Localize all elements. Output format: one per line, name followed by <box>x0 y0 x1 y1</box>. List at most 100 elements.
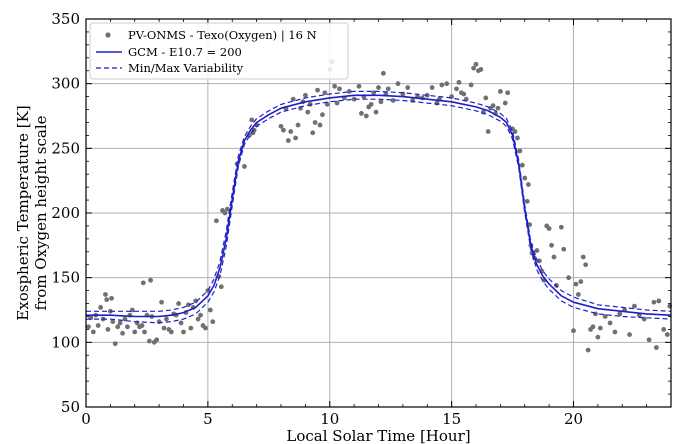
scatter-point-63 <box>242 164 247 169</box>
scatter-point-87 <box>322 90 328 96</box>
x-tick-label-5: 5 <box>203 410 213 428</box>
scatter-point-163 <box>551 254 557 260</box>
scatter-point-180 <box>602 314 608 319</box>
scatter-point-36 <box>164 316 169 322</box>
scatter-point-79 <box>302 92 308 98</box>
scatter-point-4 <box>95 323 101 328</box>
y-axis-label-line2: from Oxygen height scale <box>32 115 50 310</box>
scatter-point-149 <box>522 175 528 181</box>
y-tick-label-50: 50 <box>61 398 80 416</box>
scatter-point-127 <box>461 91 467 97</box>
scatter-point-11 <box>109 295 114 301</box>
scatter-point-122 <box>444 81 450 87</box>
scatter-point-150 <box>524 198 530 204</box>
scatter-point-102 <box>368 101 374 107</box>
scatter-point-50 <box>198 312 203 318</box>
y-tick-label-200: 200 <box>51 204 80 222</box>
scatter-point-171 <box>578 279 584 284</box>
scatter-point-178 <box>595 334 601 340</box>
scatter-point-7 <box>103 292 108 297</box>
scatter-point-55 <box>210 319 216 325</box>
scatter-point-49 <box>195 316 201 322</box>
scatter-point-74 <box>290 96 296 102</box>
y-tick-label-100: 100 <box>51 333 80 351</box>
scatter-point-152 <box>527 222 533 228</box>
scatter-point-46 <box>188 325 194 331</box>
scatter-point-169 <box>573 281 579 287</box>
y-tick-label-350: 350 <box>51 10 80 28</box>
scatter-point-84 <box>315 87 320 93</box>
scatter-point-32 <box>154 337 160 343</box>
scatter-point-15 <box>117 320 123 326</box>
scatter-point-107 <box>380 70 386 76</box>
scatter-point-65 <box>249 117 255 123</box>
min-variability-line <box>86 98 672 324</box>
scatter-point-80 <box>305 109 311 115</box>
scatter-point-193 <box>661 327 667 332</box>
scatter-point-129 <box>468 82 474 88</box>
x-axis-label: Local Solar Time [Hour] <box>286 427 470 444</box>
scatter-point-24 <box>139 323 145 328</box>
scatter-point-182 <box>612 329 618 335</box>
scatter-point-191 <box>653 345 659 350</box>
scatter-point-8 <box>104 297 110 303</box>
scatter-point-166 <box>561 246 567 252</box>
scatter-point-135 <box>483 95 489 101</box>
y-tick-label-150: 150 <box>51 269 80 287</box>
scatter-point-100 <box>363 113 369 119</box>
scatter-point-138 <box>490 103 496 109</box>
scatter-point-97 <box>356 83 362 89</box>
scatter-point-186 <box>632 303 637 309</box>
scatter-point-172 <box>580 254 586 260</box>
scatter-point-28 <box>146 338 152 344</box>
scatter-point-131 <box>473 61 479 67</box>
legend-scatter-marker <box>105 32 111 38</box>
y-axis-label-line1: Exospheric Temperature [K] <box>14 105 32 320</box>
scatter-point-190 <box>651 299 657 305</box>
scatter-point-14 <box>115 324 121 330</box>
scatter-point-73 <box>288 129 294 134</box>
x-tick-label-20: 20 <box>564 410 583 428</box>
legend-entry-gcm: GCM - E10.7 = 200 <box>128 45 242 59</box>
legend-entry-scatter: PV-ONMS - Texo(Oxygen) | 16 N <box>128 28 317 43</box>
scatter-point-156 <box>534 248 540 253</box>
scatter-point-38 <box>168 329 174 335</box>
scatter-point-147 <box>517 148 523 154</box>
scatter-point-5 <box>98 305 104 310</box>
scatter-series <box>86 59 673 353</box>
scatter-point-173 <box>583 262 589 268</box>
scatter-point-82 <box>310 130 316 136</box>
scatter-point-85 <box>317 122 323 128</box>
scatter-point-86 <box>320 112 325 118</box>
scatter-point-105 <box>376 85 381 90</box>
scatter-point-92 <box>334 100 340 106</box>
scatter-point-161 <box>546 226 552 231</box>
scatter-point-133 <box>478 67 484 72</box>
scatter-point-165 <box>558 224 564 230</box>
scatter-point-151 <box>526 182 531 187</box>
plot-area <box>86 59 673 353</box>
grid <box>86 19 671 407</box>
scatter-point-181 <box>607 320 613 326</box>
scatter-point-179 <box>597 325 603 331</box>
legend-entry-variability: Min/Max Variability <box>128 61 244 75</box>
scatter-point-72 <box>285 138 291 143</box>
scatter-point-45 <box>185 302 191 308</box>
scatter-point-162 <box>549 242 554 248</box>
scatter-point-26 <box>142 329 147 335</box>
scatter-point-143 <box>505 90 511 96</box>
scatter-point-110 <box>390 98 396 103</box>
scatter-point-148 <box>519 162 525 168</box>
line-series <box>86 90 672 324</box>
gcm-line <box>86 94 672 318</box>
x-tick-label-15: 15 <box>442 410 461 428</box>
scatter-point-192 <box>656 298 662 304</box>
scatter-point-42 <box>178 320 184 326</box>
scatter-point-93 <box>337 86 342 92</box>
scatter-point-70 <box>281 127 286 133</box>
scatter-point-48 <box>193 298 199 304</box>
scatter-point-185 <box>627 332 632 337</box>
scatter-point-183 <box>617 311 623 317</box>
scatter-point-41 <box>176 301 182 306</box>
scatter-point-0 <box>86 324 91 330</box>
